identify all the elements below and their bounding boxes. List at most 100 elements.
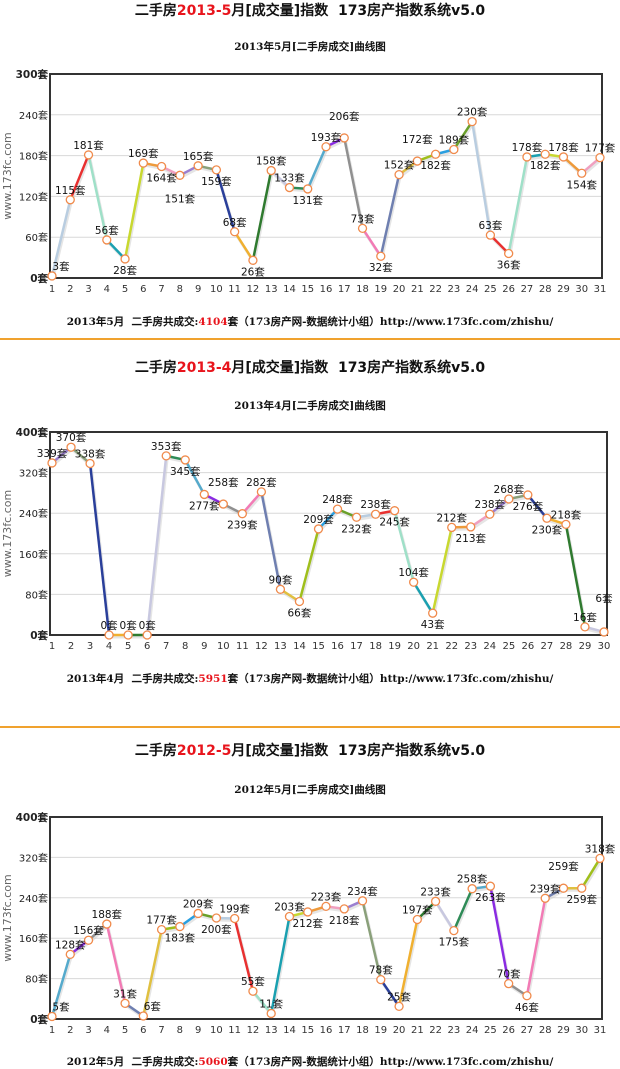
data-point	[175, 170, 185, 180]
x-tick-label: 24	[466, 284, 479, 295]
x-tick-label: 18	[356, 284, 369, 295]
data-label: 245套	[379, 516, 410, 529]
x-tick-label: 2	[67, 284, 73, 295]
x-tick-label: 5	[122, 284, 128, 295]
data-point	[485, 509, 495, 519]
line-segment	[397, 919, 419, 1007]
chart-title: 二手房2013-4月[成交量]指数 173房产指数系统v5.0	[0, 357, 620, 377]
data-point	[161, 451, 171, 461]
data-point	[230, 913, 240, 924]
y-tick-label: 240套	[19, 507, 48, 520]
line-segment	[88, 463, 111, 636]
x-tick-label: 3	[85, 284, 91, 295]
line-segment	[379, 174, 401, 257]
data-point	[275, 584, 286, 594]
data-label: 46套	[515, 1001, 539, 1014]
x-tick-label: 21	[411, 284, 424, 295]
line-segment	[233, 918, 255, 992]
data-label: 212套	[436, 511, 467, 524]
x-tick-label: 9	[195, 284, 201, 295]
line-segment	[142, 929, 163, 1017]
data-point	[485, 230, 496, 240]
data-point	[412, 156, 422, 166]
data-label: 223套	[311, 890, 342, 903]
chart-section-2013-04: 二手房2013-4月[成交量]指数 173房产指数系统v5.0 2013年4月[…	[0, 357, 620, 686]
data-point	[248, 255, 258, 265]
chart-subtitle: 2013年5月[二手房成交]曲线图	[234, 41, 386, 53]
data-label: 238套	[475, 498, 506, 511]
data-label: 70套	[497, 968, 521, 981]
data-point	[321, 901, 331, 912]
data-point	[504, 248, 514, 259]
plot-frame	[49, 816, 603, 1020]
chart-footer: 2013年4月 二手房共成交:5951套（173房产网-数据统计小组）http:…	[0, 671, 620, 686]
data-label: 232套	[341, 522, 372, 535]
data-point	[540, 893, 550, 903]
x-tick-label: 28	[539, 1025, 552, 1036]
x-tick-label: 27	[521, 284, 534, 295]
data-label: 212套	[292, 917, 323, 930]
data-point	[412, 914, 422, 925]
data-point	[180, 455, 190, 465]
data-label: 90套	[268, 573, 292, 586]
data-point	[540, 149, 550, 159]
data-point	[599, 627, 609, 637]
line-segment	[50, 199, 72, 277]
line-segment-shadow	[398, 921, 420, 1009]
data-label: 28套	[113, 264, 137, 277]
x-tick-label: 31	[594, 1025, 607, 1036]
line-segment-shadow	[69, 156, 91, 203]
data-point	[580, 622, 590, 632]
line-segment	[431, 527, 453, 614]
data-point	[339, 904, 349, 914]
data-label: 188套	[92, 908, 123, 921]
data-label: 159套	[201, 175, 232, 188]
data-label: 200套	[201, 923, 232, 936]
line-segment-shadow	[270, 918, 292, 1016]
watermark-text: www.173fc.com	[1, 490, 14, 577]
x-tick-label: 30	[598, 641, 611, 652]
x-tick-label: 14	[283, 284, 296, 295]
x-tick-label: 28	[539, 284, 552, 295]
line-segment	[123, 162, 145, 260]
data-point	[577, 883, 587, 893]
data-point	[332, 504, 343, 514]
footer-suffix: 套（173房产网-数据统计小组）http://www.173fc.com/zhi…	[227, 1056, 554, 1068]
data-point	[123, 630, 133, 640]
x-tick-label: 15	[312, 641, 325, 652]
line-segment-shadow	[508, 158, 530, 256]
data-label: 55套	[241, 975, 265, 988]
line-segment	[525, 898, 547, 997]
x-tick-label: 4	[106, 641, 112, 652]
footer-total: 5951	[198, 673, 228, 685]
data-label: 0套	[120, 619, 138, 632]
x-tick-label: 14	[283, 1025, 296, 1036]
data-point	[394, 169, 404, 180]
watermark-text: www.173fc.com	[1, 874, 14, 961]
data-point	[266, 1008, 276, 1019]
data-point	[120, 254, 130, 264]
x-tick-label: 20	[393, 1025, 406, 1036]
data-point	[142, 630, 152, 640]
data-label: 43套	[421, 618, 445, 631]
data-point	[376, 974, 386, 985]
x-tick-label: 29	[557, 284, 570, 295]
data-label: 259套	[566, 893, 597, 906]
x-tick-label: 16	[320, 1025, 333, 1036]
line-segment	[452, 120, 474, 151]
x-tick-label: 19	[374, 1025, 387, 1036]
data-label: 154套	[566, 178, 597, 191]
y-tick-label: 320套	[19, 467, 48, 480]
x-tick-label: 7	[163, 641, 169, 652]
data-label: 178套	[512, 141, 543, 154]
chart-footer: 2012年5月 二手房共成交:5060套（173房产网-数据统计小组）http:…	[0, 1054, 620, 1069]
title-period: 2012-5	[176, 743, 232, 759]
data-label: 178套	[548, 141, 579, 154]
data-label: 131套	[292, 194, 323, 207]
data-label: 68套	[223, 216, 247, 229]
y-tick-label: 120套	[19, 190, 48, 203]
data-point	[313, 524, 324, 534]
line-segment	[269, 916, 291, 1014]
data-label: 169套	[128, 147, 159, 160]
line-segment	[69, 154, 90, 201]
